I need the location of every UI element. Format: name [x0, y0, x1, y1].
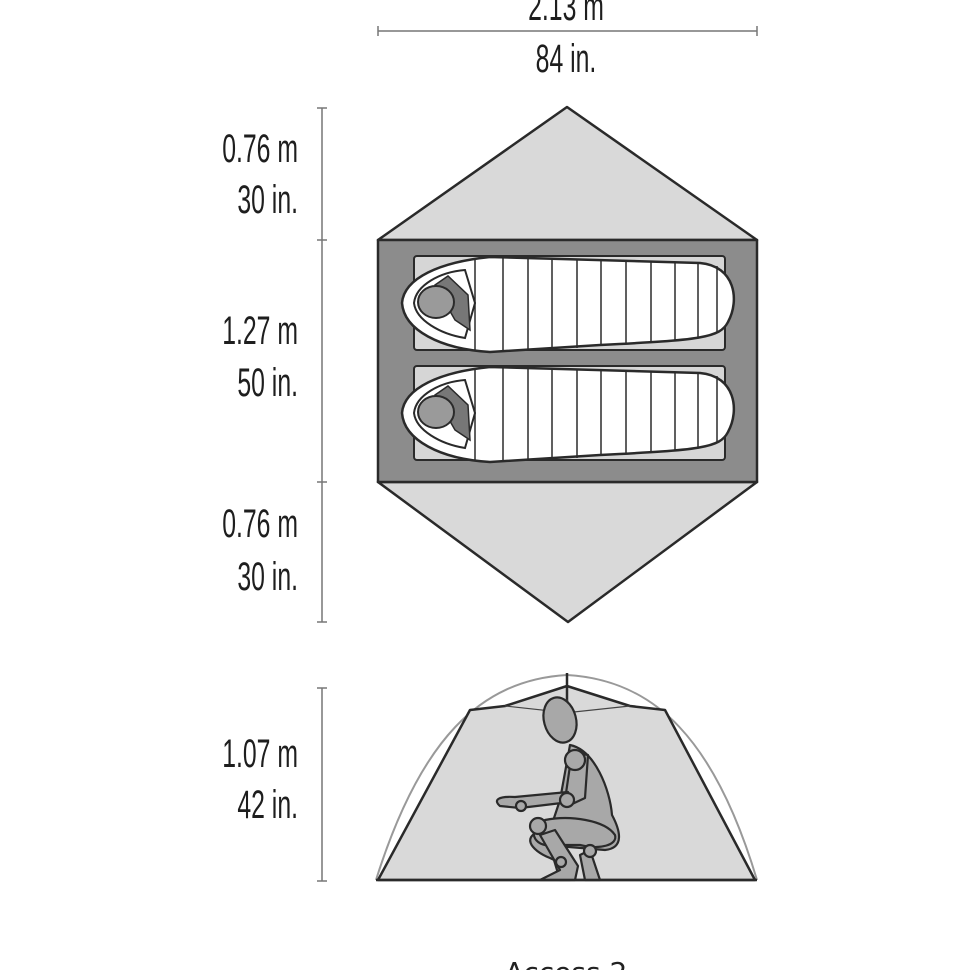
- height-imperial: 42 in.: [237, 783, 298, 827]
- width-metric: 2.13 m: [528, 0, 604, 30]
- width-imperial: 84 in.: [536, 37, 597, 81]
- vestibule-front-imperial: 30 in.: [237, 178, 298, 222]
- front-vestibule: [376, 105, 759, 242]
- width-dimension: 2.13 m 84 in.: [377, 0, 758, 82]
- tent-side-view: [375, 673, 758, 882]
- product-name: Access 2: [505, 956, 628, 970]
- sleeping-bag: [400, 365, 736, 464]
- vestibule-front-metric: 0.76 m: [222, 127, 298, 171]
- floor-metric: 1.27 m: [222, 309, 298, 353]
- tent-top-view: [376, 105, 759, 624]
- back-vestibule: [376, 480, 759, 624]
- floor-imperial: 50 in.: [237, 361, 298, 405]
- sleeping-bag: [400, 255, 736, 354]
- height-metric: 1.07 m: [222, 732, 298, 776]
- seated-figure: [495, 696, 621, 882]
- length-dimension: [317, 107, 327, 882]
- vestibule-back-imperial: 30 in.: [237, 555, 298, 599]
- vestibule-back-metric: 0.76 m: [222, 502, 298, 546]
